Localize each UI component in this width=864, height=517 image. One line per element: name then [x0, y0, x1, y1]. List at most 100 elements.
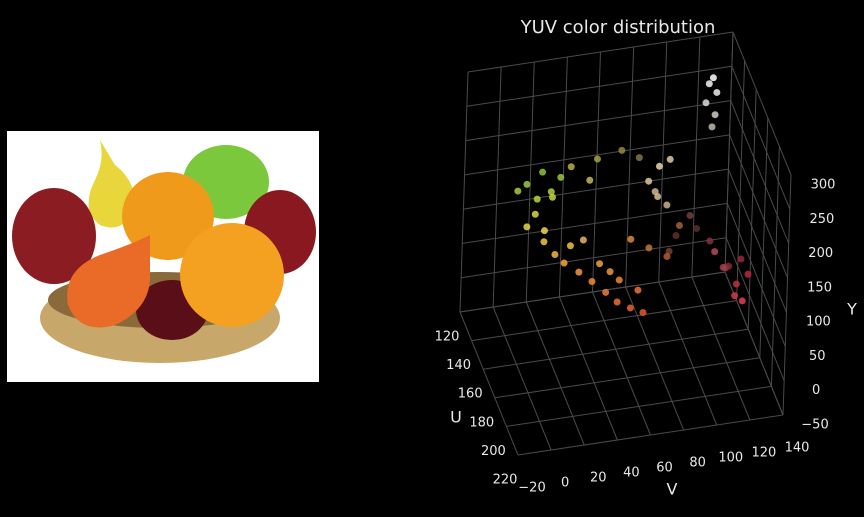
point — [514, 187, 522, 195]
grid-line — [459, 271, 726, 313]
z-tick-label: 250 — [809, 212, 834, 227]
grid-line — [459, 71, 469, 313]
point — [547, 188, 555, 196]
point — [618, 146, 626, 154]
point — [651, 188, 659, 196]
point — [531, 210, 539, 218]
grid-line — [506, 385, 772, 427]
orange-right — [180, 223, 284, 327]
point — [665, 247, 673, 255]
x-tick-label: 40 — [623, 466, 640, 481]
point — [708, 123, 716, 131]
grid-line — [461, 237, 727, 279]
point — [593, 155, 601, 163]
grid-line — [625, 286, 685, 431]
x-tick-label: 80 — [689, 456, 706, 471]
z-tick-label: 200 — [808, 246, 833, 261]
point — [645, 244, 653, 252]
point — [560, 259, 568, 267]
point — [540, 227, 548, 235]
point — [711, 111, 719, 119]
grid-line — [494, 357, 760, 399]
z-tick-label: −50 — [801, 418, 828, 433]
point — [702, 99, 710, 107]
point — [744, 270, 752, 278]
grid-line — [492, 66, 502, 308]
point — [567, 163, 575, 171]
point — [725, 262, 733, 270]
y-tick-label: 140 — [446, 358, 471, 373]
grid-line — [759, 117, 769, 358]
point — [686, 212, 694, 220]
point — [635, 154, 643, 162]
x-tick-label: 0 — [561, 476, 569, 491]
grid-line — [782, 174, 792, 416]
x-axis-label: V — [667, 480, 678, 499]
point — [615, 276, 623, 284]
red-pear — [67, 235, 150, 328]
point — [551, 251, 559, 259]
point — [533, 195, 541, 203]
grid-line — [658, 41, 668, 283]
point — [672, 231, 680, 239]
point — [540, 238, 548, 246]
grid-line — [466, 65, 732, 107]
point — [626, 304, 634, 312]
x-tick-label: 140 — [785, 441, 810, 456]
point — [579, 236, 587, 244]
grid-line — [691, 36, 701, 278]
grid-line — [459, 311, 519, 456]
point — [732, 280, 740, 288]
y-tick-label: 220 — [493, 473, 518, 488]
grid-line — [525, 301, 585, 446]
grid-line — [463, 168, 729, 210]
point — [627, 235, 635, 243]
y-tick-label: 160 — [458, 387, 483, 402]
point — [539, 168, 547, 176]
y-tick-label: 120 — [435, 330, 460, 345]
point — [566, 242, 574, 250]
grid-line — [558, 296, 618, 441]
point — [639, 309, 647, 316]
point — [588, 278, 596, 286]
grid-line — [483, 328, 749, 370]
point — [634, 286, 642, 294]
point — [613, 298, 621, 306]
z-tick-label: 0 — [812, 383, 820, 398]
z-tick-label: 100 — [806, 315, 831, 330]
y-tick-label: 180 — [469, 415, 494, 430]
grid-line — [730, 100, 790, 244]
point — [523, 180, 531, 188]
point — [663, 253, 671, 261]
x-tick-label: 20 — [590, 471, 607, 486]
red-apple-left — [12, 188, 96, 284]
point — [737, 255, 745, 263]
grid-line — [517, 414, 784, 456]
x-tick-label: 60 — [656, 461, 673, 476]
grid-line — [625, 46, 635, 288]
grid-line — [592, 51, 601, 293]
grid-line — [592, 291, 651, 436]
y-axis-label: U — [450, 408, 462, 427]
point — [711, 248, 719, 256]
point — [663, 201, 671, 209]
z-tick-label: 50 — [809, 349, 826, 364]
grid-line — [727, 168, 787, 313]
grid-line — [465, 100, 731, 142]
point — [548, 193, 556, 201]
point — [713, 88, 721, 96]
point — [675, 221, 683, 229]
grid-line — [724, 31, 734, 273]
point — [666, 155, 674, 163]
grid-line — [525, 61, 535, 303]
chart-title: YUV color distribution — [520, 17, 716, 38]
grid-line — [462, 202, 728, 244]
grid-line — [658, 281, 718, 426]
point — [731, 292, 739, 300]
grid-line — [464, 134, 730, 176]
point — [602, 288, 610, 296]
grid-line — [492, 306, 552, 451]
x-tick-label: −20 — [518, 481, 545, 496]
z-axis-label: Y — [846, 300, 857, 319]
